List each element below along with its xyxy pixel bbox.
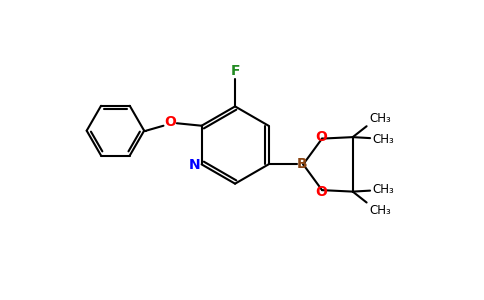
Text: CH₃: CH₃ <box>369 204 391 217</box>
Text: F: F <box>230 64 240 78</box>
Text: CH₃: CH₃ <box>369 112 391 125</box>
Text: N: N <box>188 158 200 172</box>
Text: O: O <box>316 184 328 199</box>
Text: CH₃: CH₃ <box>373 133 394 146</box>
Text: O: O <box>164 115 176 129</box>
Text: CH₃: CH₃ <box>373 183 394 196</box>
Text: O: O <box>316 130 328 144</box>
Text: B: B <box>297 158 307 171</box>
